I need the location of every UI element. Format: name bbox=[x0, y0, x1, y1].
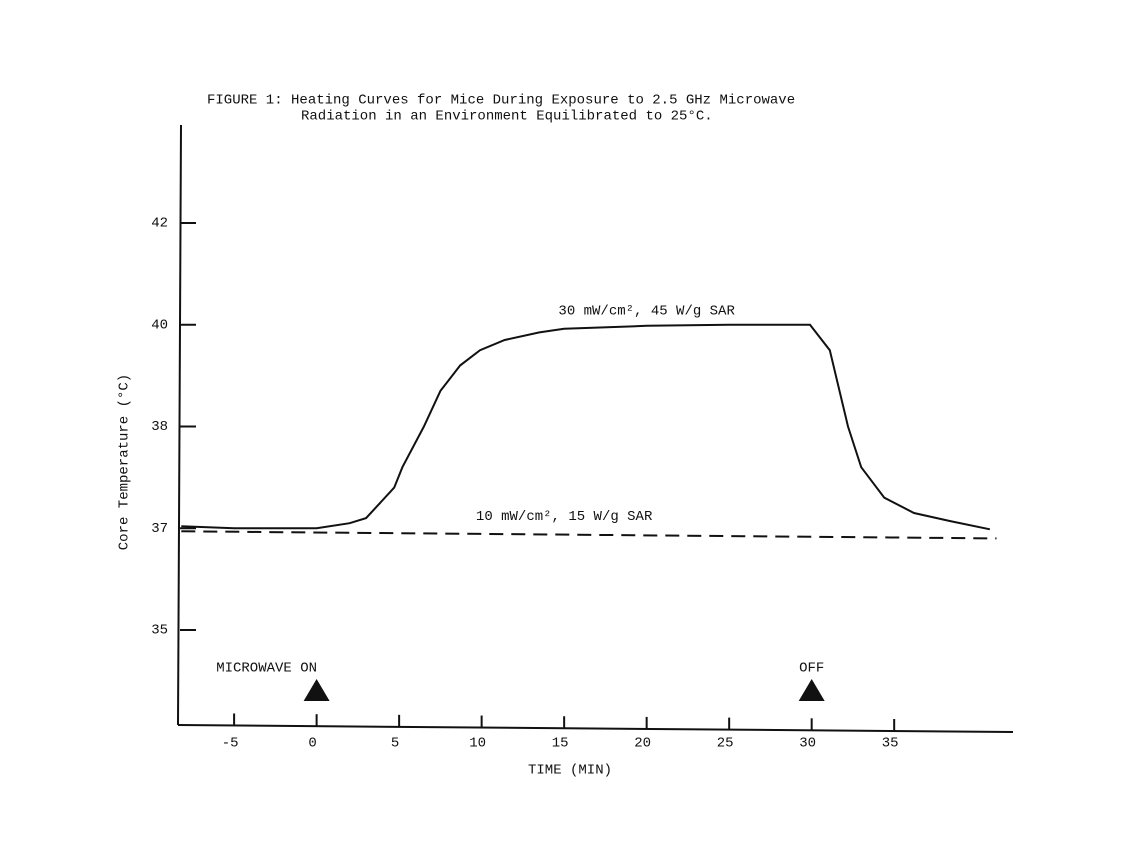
x-tick-label: 15 bbox=[552, 736, 569, 752]
chart-title: FIGURE 1: Heating Curves for Mice During… bbox=[207, 93, 795, 109]
y-tick-label: 38 bbox=[151, 419, 168, 435]
series-label: 30 mW/cm², 45 W/g SAR bbox=[558, 303, 735, 319]
x-tick-label: 25 bbox=[717, 736, 734, 752]
y-tick-label: 42 bbox=[151, 216, 168, 232]
series-label: 10 mW/cm², 15 W/g SAR bbox=[476, 509, 653, 525]
x-tick-label: 5 bbox=[391, 736, 399, 752]
chart-subtitle: Radiation in an Environment Equilibrated… bbox=[301, 109, 713, 125]
series-line bbox=[181, 323, 991, 531]
y-tick-label: 35 bbox=[151, 623, 168, 639]
event-label: MICROWAVE ON bbox=[216, 661, 317, 677]
x-tick-label: 20 bbox=[634, 736, 651, 752]
x-axis-label: TIME (MIN) bbox=[528, 763, 612, 779]
x-tick-label: 35 bbox=[882, 736, 899, 752]
event-marker bbox=[303, 679, 330, 701]
x-tick-label: 0 bbox=[308, 736, 316, 752]
y-tick-label: 40 bbox=[151, 317, 168, 333]
x-tick-label: -5 bbox=[222, 736, 239, 752]
x-tick-label: 30 bbox=[799, 736, 816, 752]
y-axis-label: Core Temperature (°C) bbox=[117, 374, 133, 550]
y-axis bbox=[177, 124, 182, 726]
series-line bbox=[181, 530, 997, 540]
event-marker bbox=[798, 679, 825, 701]
y-tick-label: 37 bbox=[151, 521, 168, 537]
event-label: OFF bbox=[799, 661, 824, 677]
x-axis bbox=[177, 724, 1014, 733]
x-tick-label: 10 bbox=[469, 736, 486, 752]
